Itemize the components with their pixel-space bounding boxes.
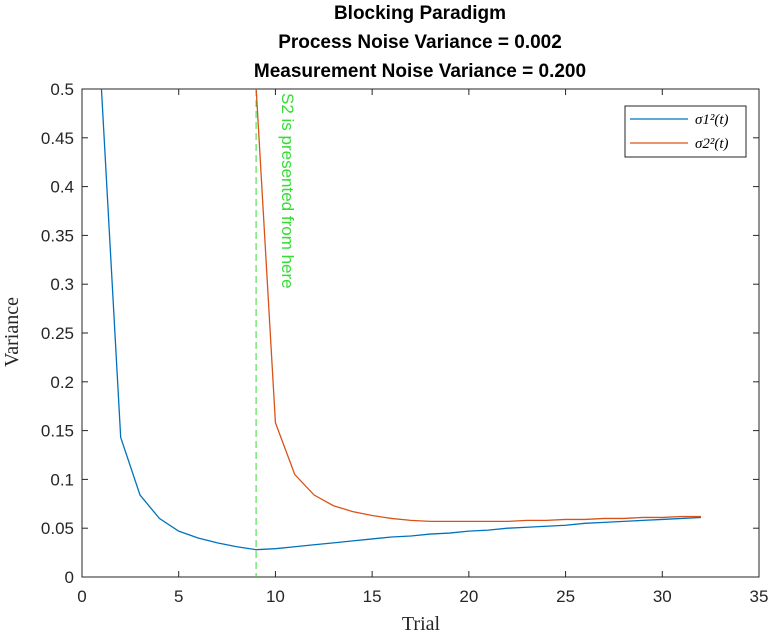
y-tick-label: 0.15 — [41, 422, 74, 441]
legend-box — [624, 105, 747, 158]
y-tick-label: 0.25 — [41, 324, 74, 343]
legend-label-sigma1: σ1²(t) — [695, 112, 729, 128]
y-tick-label: 0.05 — [41, 519, 74, 538]
series-line-1 — [100, 89, 702, 551]
legend: σ1²(t) σ2²(t) — [624, 105, 747, 158]
y-tick-label: 0 — [65, 568, 74, 587]
x-tick-label: 5 — [174, 587, 183, 606]
y-tick-label: 0.45 — [41, 129, 74, 148]
annotation-text: S2 is presented from here — [278, 93, 297, 289]
x-tick-label: 25 — [556, 587, 575, 606]
plot-area: 0 5 10 15 20 25 30 35 0 0.05 0.1 0.15 0.2 0.25 0.3 0.35… — [41, 80, 769, 606]
x-tick-label: 20 — [459, 587, 478, 606]
legend-label-sigma2: σ2²(t) — [695, 136, 729, 152]
x-tick-label: 15 — [363, 587, 382, 606]
y-tick-label: 0.2 — [50, 373, 74, 392]
chart-title-line-1: Blocking Paradigm — [334, 3, 506, 24]
chart-title-line-3: Measurement Noise Variance = 0.200 — [254, 61, 586, 82]
series-line-2 — [255, 89, 701, 523]
x-tick-label: 30 — [653, 587, 672, 606]
y-tick-label: 0.5 — [50, 80, 74, 99]
chart-title-line-2: Process Noise Variance = 0.002 — [278, 32, 562, 53]
y-tick-label: 0.1 — [50, 470, 74, 489]
x-axis-label: Trial — [402, 613, 441, 634]
y-axis-label: Variance — [1, 297, 23, 367]
y-tick-label: 0.4 — [50, 178, 74, 197]
y-tick-label: 0.3 — [50, 275, 74, 294]
x-tick-label: 0 — [77, 587, 86, 606]
x-tick-label: 35 — [750, 587, 769, 606]
y-tick-label: 0.35 — [41, 226, 74, 245]
x-tick-label: 10 — [266, 587, 285, 606]
